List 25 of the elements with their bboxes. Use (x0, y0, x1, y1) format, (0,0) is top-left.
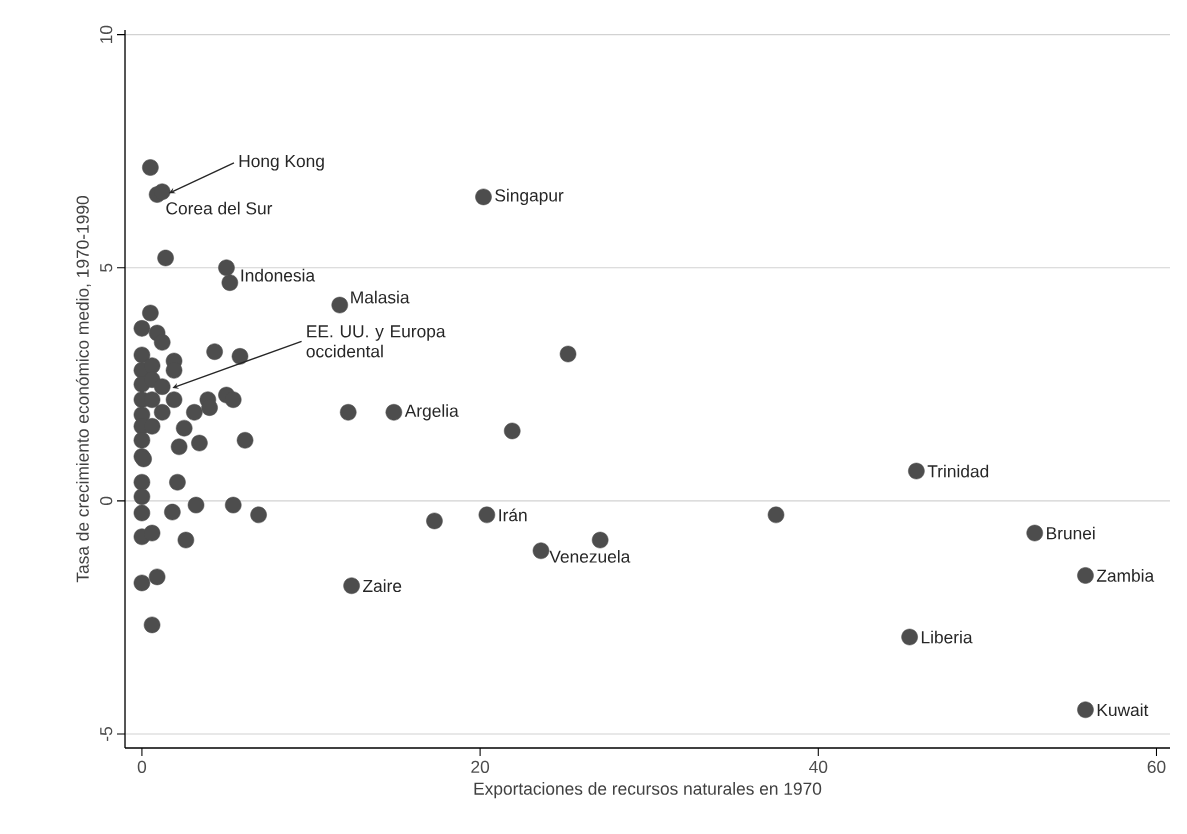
y-tick-label: 5 (100, 263, 113, 272)
x-tick-label: 0 (137, 760, 147, 773)
x-axis-title: Exportaciones de recursos naturales en 1970 (474, 782, 822, 799)
annotation: Irán (499, 508, 527, 522)
y-tick-label: 10 (100, 25, 113, 43)
annotation: Argelia (404, 404, 459, 421)
annotation: EE. UU. y Europa occidental (306, 325, 446, 358)
annotation: Brunei (1047, 526, 1095, 540)
annotation: Venezuela (549, 550, 631, 563)
x-tick-label: 20 (471, 760, 490, 773)
annotation: Kuwait (1097, 703, 1149, 717)
annotation: Zambia (1096, 569, 1155, 582)
y-tick-label: -5 (100, 727, 113, 741)
annotation: Indonesia (241, 268, 316, 282)
annotation: Malasia (351, 290, 410, 304)
annotation: Zaire (363, 579, 402, 593)
annotation: Singapur (495, 188, 564, 205)
annotation: Hong Kong (239, 155, 324, 171)
x-tick-label: 40 (809, 760, 828, 773)
x-tick-label: 60 (1147, 760, 1166, 773)
annotation: Liberia (921, 630, 973, 644)
annotation: Corea del Sur (166, 201, 273, 215)
annotation: Trinidad (927, 464, 989, 478)
y-axis-title: Tasa de crecimiento económico medio, 1970-1990 (75, 196, 91, 583)
y-tick-label: 0 (100, 496, 113, 506)
